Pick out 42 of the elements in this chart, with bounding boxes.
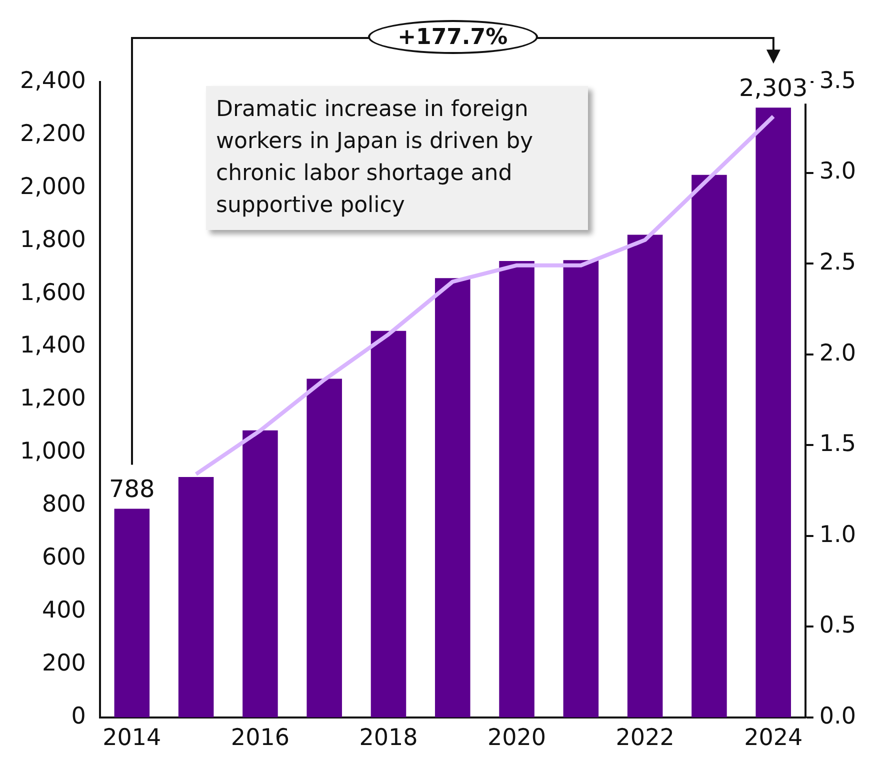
y-tick-label: 2,400: [20, 68, 86, 94]
bar: [563, 260, 599, 718]
y2-tick-label: 1.5: [819, 431, 856, 458]
annotation: Dramatic increase in foreign workers in Japan is driven by chronic labor shortage and supportive policy: [206, 86, 588, 230]
x-tick-label: 2024: [744, 725, 803, 752]
data-label: 2,303: [738, 74, 808, 102]
y2-tick-label: 1.0: [819, 522, 856, 548]
y-tick-label: 1,800: [20, 226, 86, 253]
y-tick-label: 2,000: [20, 174, 86, 200]
x-tick-label: 2022: [616, 725, 674, 752]
bar: [692, 174, 727, 718]
bar: [306, 378, 342, 718]
bar: [499, 260, 534, 718]
x-tick-label: 2016: [230, 725, 290, 752]
y2-tick-label: 3.5: [819, 68, 856, 94]
y2-tick-label: 2.0: [819, 340, 856, 366]
y-tick-label: 800: [42, 492, 86, 518]
x-tick-label: 2014: [102, 725, 162, 752]
y-tick-label: 1,200: [20, 386, 86, 412]
y-tick-label: 1,000: [20, 438, 86, 465]
y-tick-label: 200: [42, 650, 86, 676]
y-tick-label: 600: [42, 544, 86, 571]
y-tick-label: 0: [71, 703, 86, 730]
y-tick-label: 400: [42, 597, 86, 624]
y2-tick-label: 3.0: [819, 158, 856, 185]
y2-tick-label: 0.0: [819, 703, 856, 730]
y2-tick-label: 2.5: [819, 250, 856, 276]
bar: [370, 330, 406, 718]
x-tick-label: 2020: [488, 725, 546, 752]
bar: [242, 430, 278, 718]
bar: [756, 108, 791, 718]
bar: [627, 234, 663, 718]
y-tick-label: 2,200: [20, 120, 86, 147]
y-tick-label: 1,400: [20, 332, 86, 359]
bar: [114, 508, 150, 718]
bar: [434, 278, 470, 718]
bar: [178, 477, 214, 718]
text: +177.7%: [368, 20, 538, 54]
y-tick-label: 1,600: [20, 280, 86, 306]
y2-tick-label: 0.5: [819, 612, 856, 639]
data-label: 788: [109, 475, 155, 504]
x-tick-label: 2018: [359, 725, 418, 752]
